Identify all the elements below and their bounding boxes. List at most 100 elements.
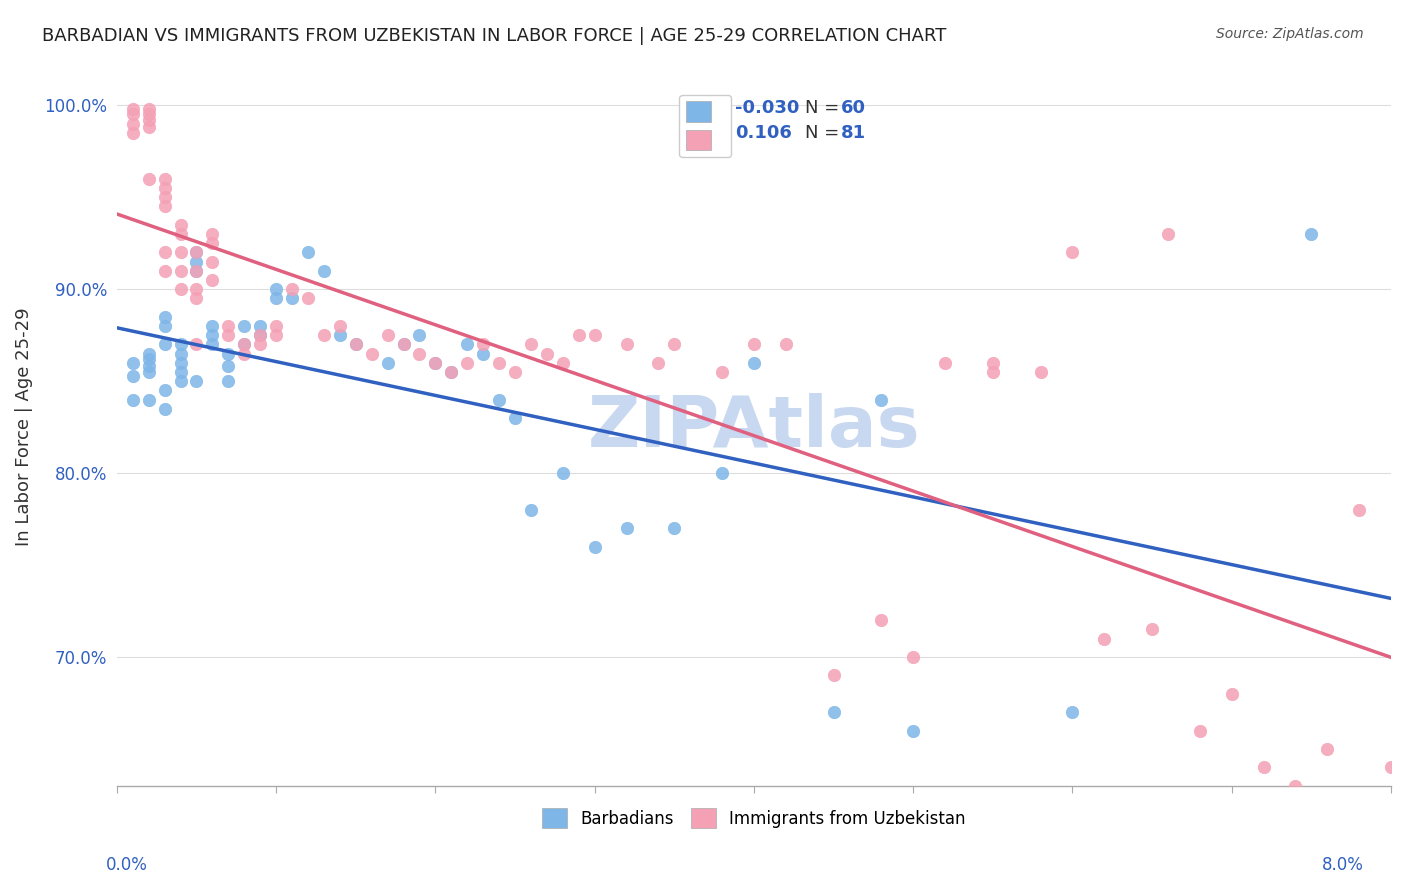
Point — [186, 254, 208, 268]
Point — [536, 346, 558, 360]
Point — [312, 264, 335, 278]
Point — [201, 328, 224, 343]
Point — [503, 411, 526, 425]
Point — [249, 328, 271, 343]
Point — [377, 356, 399, 370]
Point — [138, 172, 160, 186]
Point — [153, 337, 176, 351]
Point — [392, 337, 415, 351]
Point — [823, 668, 845, 682]
Point — [201, 318, 224, 333]
Text: 60: 60 — [841, 99, 866, 117]
Point — [472, 346, 495, 360]
Point — [583, 540, 606, 554]
Point — [153, 384, 176, 398]
Point — [201, 254, 224, 268]
Point — [408, 346, 430, 360]
Point — [664, 337, 686, 351]
Point — [344, 337, 367, 351]
Point — [169, 374, 191, 388]
Point — [1157, 227, 1180, 241]
Point — [775, 337, 797, 351]
Point — [217, 359, 239, 374]
Point — [186, 292, 208, 306]
Point — [121, 117, 143, 131]
Point — [329, 328, 352, 343]
Point — [201, 227, 224, 241]
Point — [217, 328, 239, 343]
Point — [233, 318, 256, 333]
Point — [138, 352, 160, 367]
Text: R =: R = — [683, 99, 723, 117]
Point — [408, 328, 430, 343]
Point — [472, 337, 495, 351]
Point — [169, 245, 191, 260]
Point — [264, 318, 287, 333]
Point — [1188, 723, 1211, 738]
Point — [249, 328, 271, 343]
Point — [121, 356, 143, 370]
Point — [201, 337, 224, 351]
Point — [153, 318, 176, 333]
Point — [520, 503, 543, 517]
Point — [503, 365, 526, 379]
Point — [1062, 245, 1084, 260]
Point — [169, 337, 191, 351]
Point — [297, 292, 319, 306]
Point — [186, 374, 208, 388]
Point — [1253, 760, 1275, 774]
Point — [153, 199, 176, 213]
Point — [169, 264, 191, 278]
Point — [121, 392, 143, 407]
Point — [742, 356, 765, 370]
Text: N =: N = — [804, 99, 845, 117]
Point — [616, 521, 638, 535]
Point — [488, 356, 510, 370]
Point — [169, 282, 191, 296]
Point — [281, 282, 304, 296]
Point — [1316, 742, 1339, 756]
Point — [297, 245, 319, 260]
Point — [568, 328, 591, 343]
Text: 0.106: 0.106 — [735, 124, 792, 142]
Point — [1301, 227, 1323, 241]
Point — [201, 273, 224, 287]
Point — [392, 337, 415, 351]
Point — [440, 365, 463, 379]
Point — [186, 337, 208, 351]
Text: 81: 81 — [841, 124, 866, 142]
Point — [201, 236, 224, 251]
Point — [488, 392, 510, 407]
Text: -0.030: -0.030 — [735, 99, 799, 117]
Point — [249, 318, 271, 333]
Point — [456, 337, 478, 351]
Point — [312, 328, 335, 343]
Text: Source: ZipAtlas.com: Source: ZipAtlas.com — [1216, 27, 1364, 41]
Point — [138, 359, 160, 374]
Point — [264, 292, 287, 306]
Point — [551, 356, 574, 370]
Legend: Barbadians, Immigrants from Uzbekistan: Barbadians, Immigrants from Uzbekistan — [536, 801, 973, 835]
Point — [329, 318, 352, 333]
Point — [264, 328, 287, 343]
Point — [901, 650, 924, 665]
Point — [264, 282, 287, 296]
Point — [138, 120, 160, 135]
Point — [138, 392, 160, 407]
Point — [551, 466, 574, 480]
Point — [186, 245, 208, 260]
Point — [153, 245, 176, 260]
Point — [153, 190, 176, 204]
Point — [870, 392, 893, 407]
Point — [217, 374, 239, 388]
Point — [217, 346, 239, 360]
Point — [233, 346, 256, 360]
Text: 0.0%: 0.0% — [105, 856, 148, 874]
Point — [360, 346, 382, 360]
Point — [121, 102, 143, 116]
Point — [138, 107, 160, 121]
Point — [186, 245, 208, 260]
Point — [121, 126, 143, 140]
Point — [281, 292, 304, 306]
Point — [169, 218, 191, 232]
